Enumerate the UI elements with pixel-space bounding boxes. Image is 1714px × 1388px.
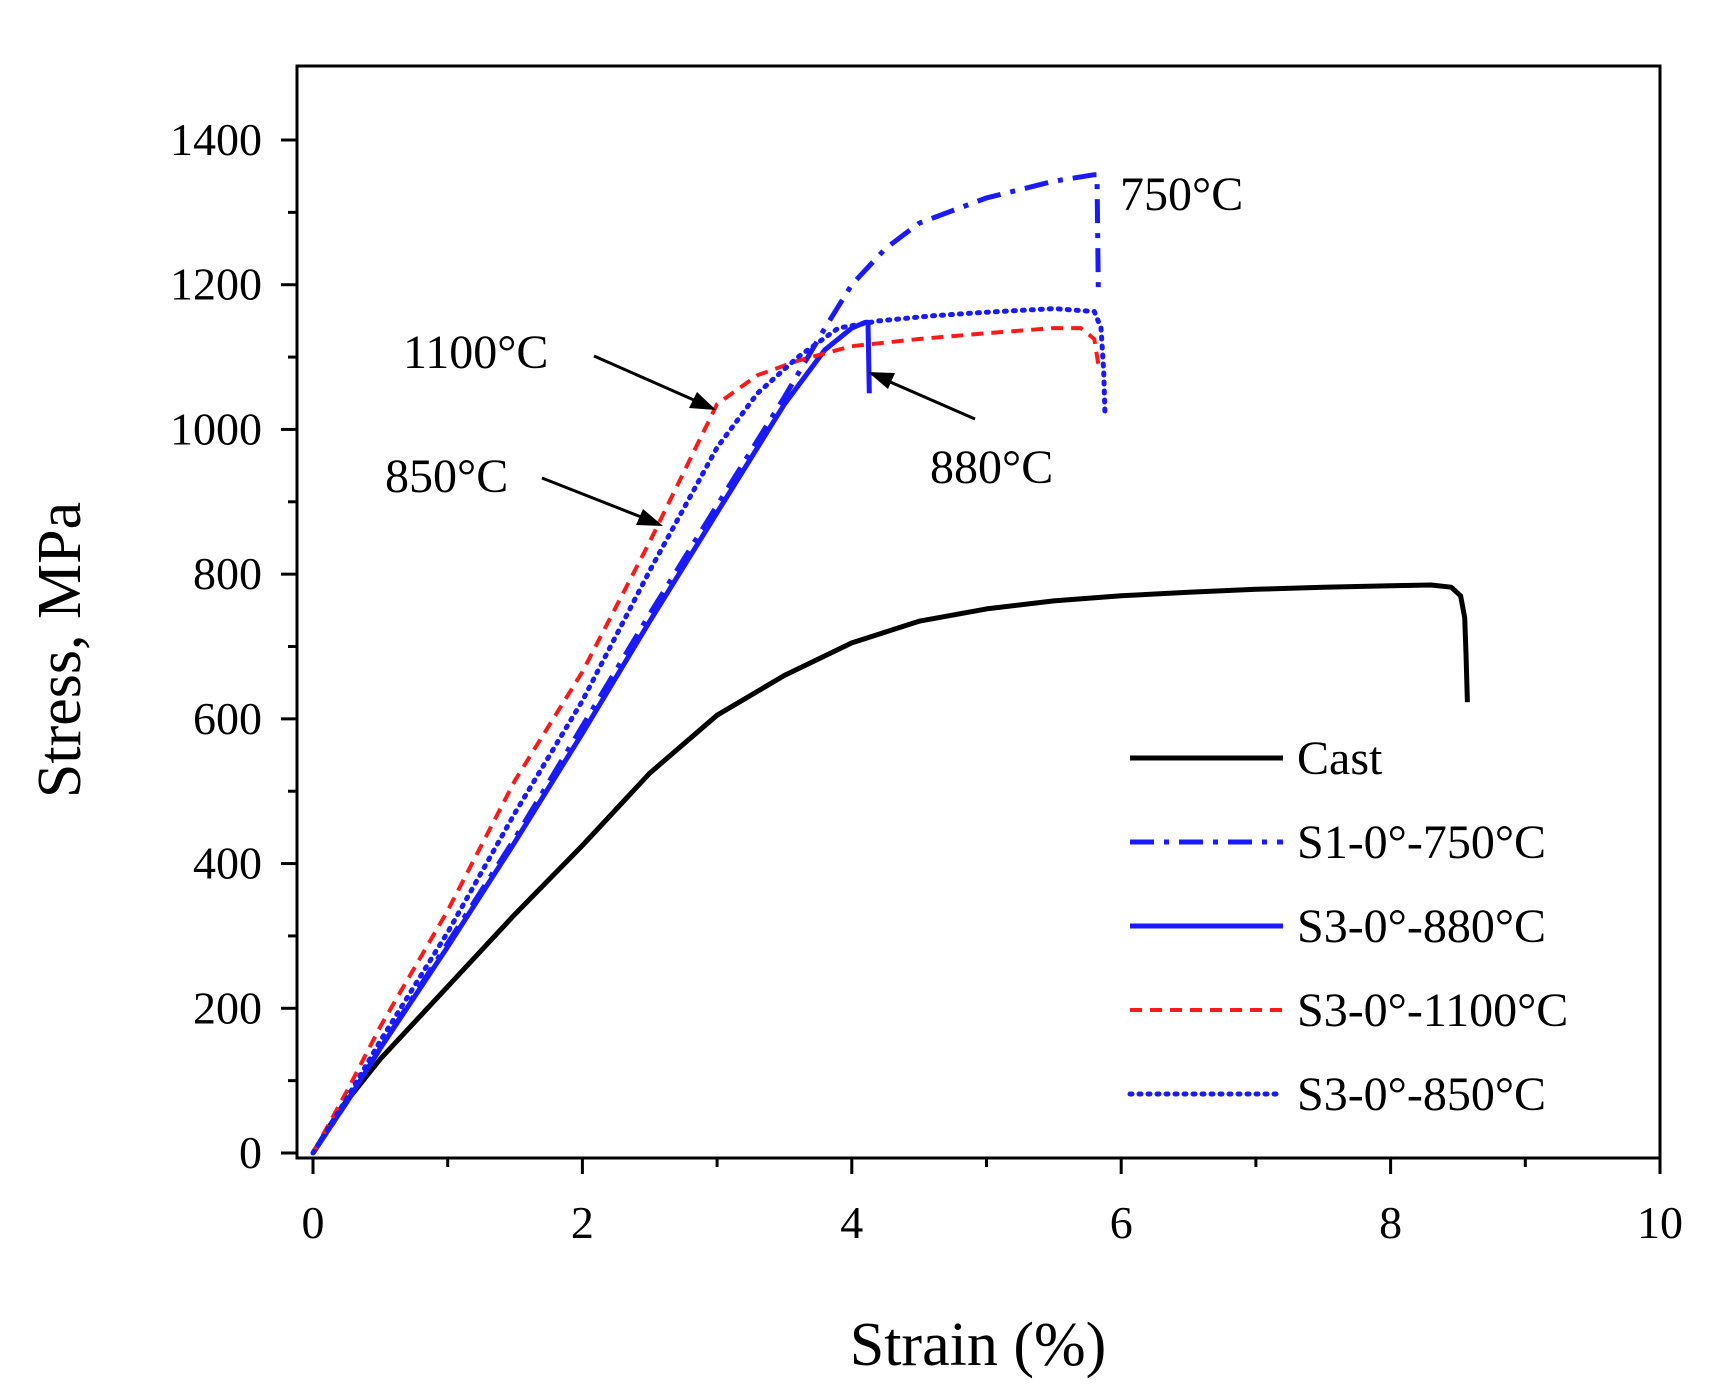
annotation-750C: 750°C <box>1120 168 1243 221</box>
axis-ticks <box>281 138 1662 1174</box>
y-tick-label: 400 <box>193 838 262 889</box>
axis-tick-labels: 0 2 4 6 8 10 0 200 400 600 800 1000 1200 1400 <box>170 114 1683 1248</box>
series-line-4 <box>310 306 1108 1156</box>
y-tick-label: 1400 <box>170 114 262 165</box>
x-tick-label: 6 <box>1110 1197 1133 1248</box>
x-tick-label: 8 <box>1379 1197 1402 1248</box>
x-tick-label: 10 <box>1637 1197 1683 1248</box>
x-tick-label: 0 <box>302 1197 325 1248</box>
series-line-1 <box>310 172 1101 1155</box>
legend: Cast S1-0°-750°C S3-0°-880°C S3-0°-1100°… <box>1127 732 1568 1121</box>
legend-label-s3-1100: S3-0°-1100°C <box>1297 984 1568 1037</box>
y-axis-title: Stress, MPa <box>26 502 94 798</box>
y-tick-label: 1200 <box>170 259 262 310</box>
legend-label-s3-850: S3-0°-850°C <box>1297 1068 1546 1121</box>
x-axis-title: Strain (%) <box>850 1311 1107 1379</box>
series-line-0 <box>310 582 1470 1155</box>
arrowhead-1100C <box>689 392 716 410</box>
plot-frame <box>295 64 1662 1160</box>
y-tick-label: 200 <box>193 982 262 1033</box>
legend-label-s1-750: S1-0°-750°C <box>1297 816 1546 869</box>
annotation-1100C: 1100°C <box>403 326 548 379</box>
arrow-1100C <box>593 354 713 410</box>
y-tick-label: 1000 <box>170 403 262 454</box>
annotation-850C: 850°C <box>385 450 508 503</box>
legend-label-s3-880: S3-0°-880°C <box>1297 900 1546 953</box>
y-tick-label: 0 <box>239 1127 262 1178</box>
arrowhead-880C <box>868 372 895 389</box>
x-tick-label: 4 <box>840 1197 863 1248</box>
y-tick-label: 800 <box>193 548 262 599</box>
legend-label-cast: Cast <box>1297 732 1383 785</box>
series-line-2 <box>310 319 872 1155</box>
series-line-3 <box>311 326 1102 1154</box>
annotation-arrows <box>541 354 976 526</box>
arrow-850C <box>541 476 660 526</box>
arrowhead-850C <box>636 509 663 526</box>
x-tick-label: 2 <box>571 1197 594 1248</box>
series-layer <box>310 172 1470 1156</box>
annotation-880C: 880°C <box>930 441 1053 494</box>
y-tick-label: 600 <box>193 693 262 744</box>
